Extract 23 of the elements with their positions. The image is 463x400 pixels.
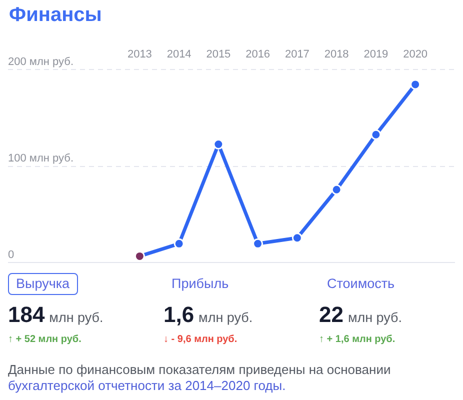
text: бухгалтерской отчетности за 2014–2020 годы.	[8, 378, 287, 394]
data-label: 184 млн руб.	[8, 302, 104, 327]
category-label: Стоимость	[319, 273, 403, 295]
text: Данные по финансовым показателям приведены на основании	[8, 362, 392, 378]
x-tick-label: 2016	[246, 48, 270, 60]
data-label: ↓ - 9,6 млн руб.	[164, 334, 238, 345]
x-tick-label: 2013	[127, 48, 152, 60]
chart-title: Финансы	[9, 4, 102, 27]
x-tick-label: 2017	[284, 48, 310, 60]
data-label: ↑ + 1,6 млн руб.	[319, 334, 396, 345]
x-tick-label: 2019	[364, 48, 388, 60]
x-tick-label: 2015	[206, 48, 231, 60]
data-label: ↑ + 52 млн руб.	[8, 334, 82, 345]
y-tick-label: 0	[8, 249, 14, 262]
category-label: Выручка	[8, 273, 78, 295]
data-label: 1,6 млн руб.	[164, 302, 253, 327]
x-tick-label: 2014	[166, 48, 192, 60]
x-tick-label: 2018	[324, 48, 349, 60]
category-label: Прибыль	[164, 273, 237, 295]
y-tick-label: 100 млн руб.	[8, 152, 74, 165]
y-tick-label: 200 млн руб.	[8, 56, 74, 68]
x-tick-label: 2020	[403, 48, 428, 60]
data-label: 22 млн руб.	[319, 302, 402, 327]
